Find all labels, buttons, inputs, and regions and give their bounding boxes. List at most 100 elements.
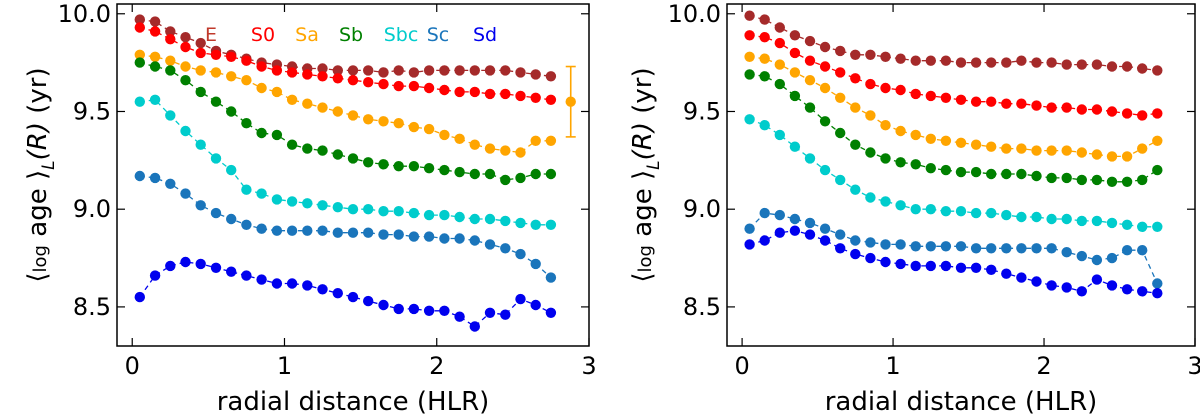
left-point-sd bbox=[469, 321, 480, 332]
right-point-sa bbox=[850, 102, 861, 113]
right-point-sd bbox=[744, 239, 755, 250]
right-point-s0 bbox=[1046, 102, 1057, 113]
right-point-sc bbox=[1001, 243, 1012, 254]
right-x-tick-label: 1 bbox=[885, 352, 900, 380]
left-series-line-sd bbox=[139, 261, 552, 328]
right-point-e bbox=[1091, 59, 1103, 70]
left-point-sd bbox=[393, 303, 404, 315]
left-point-sbc bbox=[271, 194, 283, 205]
right-point-e bbox=[1121, 61, 1133, 72]
right-point-sc bbox=[1076, 250, 1088, 262]
right-point-sb bbox=[835, 127, 846, 139]
right-point-sd bbox=[1061, 282, 1072, 293]
right-axes-frame bbox=[726, 3, 1196, 347]
right-point-s0 bbox=[774, 37, 785, 49]
legend: E S0 Sa Sb Sbc Sc Sd bbox=[205, 24, 497, 46]
left-point-sa bbox=[226, 71, 237, 82]
right-point-sbc bbox=[910, 204, 921, 215]
left-point-s0 bbox=[226, 51, 237, 62]
left-point-e bbox=[454, 65, 465, 76]
left-point-s0 bbox=[378, 78, 389, 90]
right-series-line-sb bbox=[749, 73, 1158, 183]
right-point-sa bbox=[1061, 145, 1072, 156]
left-point-sa bbox=[165, 55, 176, 66]
right-point-s0 bbox=[1031, 100, 1042, 111]
left-point-sb bbox=[545, 168, 557, 180]
left-point-e bbox=[500, 65, 511, 76]
left-point-s0 bbox=[469, 86, 480, 98]
right-point-sa bbox=[835, 92, 846, 104]
left-point-sa bbox=[195, 65, 206, 76]
right-point-e bbox=[1137, 63, 1148, 74]
left-point-s0 bbox=[545, 94, 557, 106]
right-point-sa bbox=[986, 141, 997, 152]
right-point-sd bbox=[819, 235, 831, 246]
right-point-e bbox=[1076, 59, 1088, 70]
right-point-sc bbox=[1091, 254, 1103, 266]
right-point-sa bbox=[1091, 149, 1103, 160]
left-point-sbc bbox=[393, 206, 404, 217]
left-point-sbc bbox=[347, 204, 359, 215]
left-point-sb bbox=[134, 57, 145, 68]
left-point-e bbox=[408, 67, 420, 78]
right-point-e bbox=[850, 49, 861, 60]
left-point-sd bbox=[530, 299, 541, 311]
legend-item-sa: Sa bbox=[295, 24, 319, 46]
right-point-s0 bbox=[1001, 98, 1012, 109]
left-point-e bbox=[363, 65, 374, 76]
left-point-e bbox=[545, 71, 557, 82]
left-point-sd bbox=[408, 303, 420, 315]
right-point-sb bbox=[819, 116, 831, 127]
left-point-sb bbox=[439, 164, 450, 176]
left-point-sbc bbox=[317, 200, 328, 211]
left-point-s0 bbox=[484, 88, 496, 100]
left-series-line-s0 bbox=[139, 26, 551, 101]
left-point-sbc bbox=[241, 184, 252, 195]
right-point-sc bbox=[986, 243, 997, 254]
left-series-line-sc bbox=[139, 175, 552, 279]
right-point-e bbox=[1001, 57, 1012, 68]
right-point-s0 bbox=[970, 96, 982, 107]
right-point-sb bbox=[940, 164, 952, 176]
left-point-s0 bbox=[454, 86, 465, 98]
right-point-sd bbox=[955, 262, 967, 273]
left-point-sc bbox=[241, 219, 252, 230]
left-point-sbc bbox=[286, 196, 298, 207]
right-point-sb bbox=[804, 102, 816, 113]
left-point-sa bbox=[423, 123, 435, 135]
left-point-sa bbox=[180, 61, 191, 72]
right-point-sd bbox=[850, 248, 861, 260]
right-point-sd bbox=[789, 225, 801, 236]
left-point-sc bbox=[500, 243, 511, 254]
left-ticks: 0 1 2 3 8.5 9.0 9.5 10.0 bbox=[58, 0, 597, 380]
left-point-sa bbox=[500, 145, 511, 156]
left-point-sbc bbox=[134, 96, 145, 107]
right-plot-area bbox=[744, 10, 1163, 299]
right-point-sbc bbox=[1046, 213, 1057, 225]
left-point-s0 bbox=[241, 55, 252, 66]
right-point-e bbox=[804, 35, 816, 47]
right-point-sd bbox=[970, 262, 982, 273]
left-y-tick-label: 9.5 bbox=[73, 97, 111, 125]
right-point-e bbox=[925, 55, 936, 66]
right-point-sd bbox=[895, 258, 906, 270]
right-point-s0 bbox=[880, 82, 891, 94]
left-point-sd bbox=[271, 278, 283, 289]
left-point-sd bbox=[195, 258, 206, 270]
right-chart: 0 1 2 3 8.5 9.0 9.5 10.0 ⟨log age ⟩L(R) (yr) ra… bbox=[628, 0, 1200, 417]
right-point-e bbox=[865, 49, 876, 60]
right-point-sb bbox=[1046, 172, 1057, 184]
left-point-s0 bbox=[165, 34, 176, 45]
right-point-sbc bbox=[1031, 211, 1042, 223]
right-point-sbc bbox=[759, 120, 770, 131]
left-point-sc bbox=[195, 200, 206, 211]
left-point-sc bbox=[180, 188, 191, 199]
left-point-sc bbox=[226, 213, 237, 225]
left-point-e bbox=[484, 65, 496, 76]
left-point-s0 bbox=[530, 92, 541, 104]
right-point-sbc bbox=[789, 141, 801, 152]
left-point-sc bbox=[469, 235, 480, 246]
left-point-e bbox=[134, 14, 145, 25]
right-point-sb bbox=[955, 166, 967, 178]
